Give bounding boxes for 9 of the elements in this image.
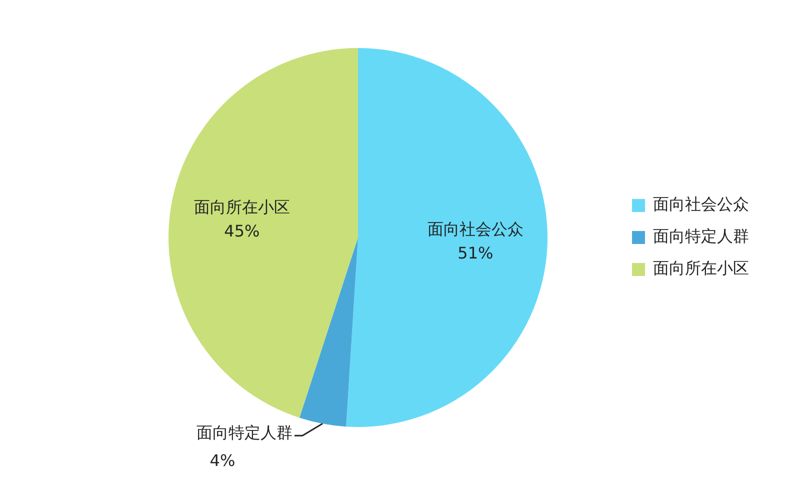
legend-label: 面向社会公众 xyxy=(653,194,749,214)
slice-label: 面向所在小区 xyxy=(194,197,290,216)
legend-label: 面向特定人群 xyxy=(653,226,749,246)
legend-label: 面向所在小区 xyxy=(653,258,749,278)
data-label: 4% xyxy=(210,450,236,470)
slice-label: 面向特定人群 xyxy=(196,422,292,442)
slice-label: 面向社会公众 xyxy=(427,219,524,238)
data-label: 45% xyxy=(224,221,260,240)
data-label: 51% xyxy=(458,243,494,262)
